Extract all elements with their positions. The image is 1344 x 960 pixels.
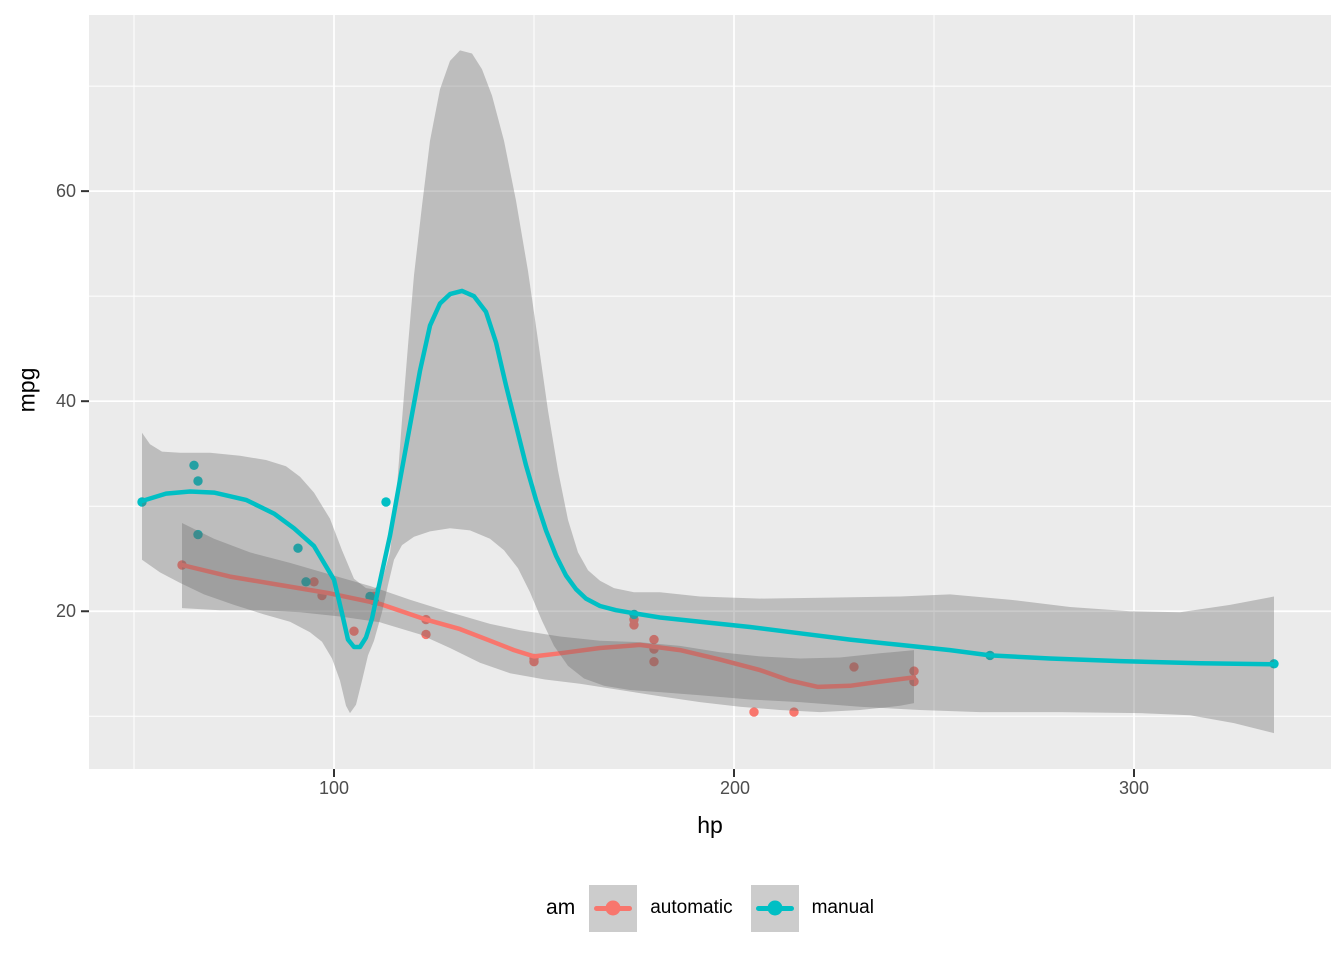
- confidence-ribbon-manual: [142, 50, 1274, 734]
- x-tick-label-200: 200: [719, 778, 751, 798]
- smooth-line-automatic: [179, 562, 917, 690]
- x-tick-label-100: 100: [318, 778, 350, 798]
- legend-point-swatch: [605, 900, 621, 916]
- data-point-manual: [193, 476, 203, 486]
- data-point-automatic: [789, 707, 799, 717]
- legend-label-manual: manual: [811, 897, 874, 918]
- legend-point-swatch: [767, 900, 783, 916]
- y-axis-title: mpg: [13, 367, 40, 413]
- x-axis-title: hp: [697, 812, 723, 838]
- legend-title: am: [546, 896, 576, 919]
- data-point-manual: [293, 543, 303, 553]
- data-point-manual: [301, 577, 311, 587]
- y-tick-label-40: 40: [55, 391, 76, 411]
- legend-item-manual: manual: [750, 884, 874, 932]
- legend-item-automatic: automatic: [589, 884, 733, 932]
- data-point-automatic: [649, 634, 659, 645]
- y-tick-label-20: 20: [55, 601, 76, 621]
- plot-panel: [89, 15, 1331, 769]
- data-point-automatic: [749, 707, 759, 717]
- data-point-automatic: [349, 626, 359, 636]
- data-point-automatic: [649, 657, 659, 667]
- data-point-automatic: [529, 657, 539, 667]
- smooth-line-manual: [139, 288, 1277, 667]
- legend-key-manual: [750, 884, 799, 932]
- data-point-automatic: [909, 666, 919, 676]
- legend-key-automatic: [589, 884, 638, 932]
- data-point-manual: [381, 497, 391, 507]
- x-tick-label-300: 300: [1118, 778, 1150, 798]
- data-point-manual: [365, 591, 375, 602]
- data-point-automatic: [309, 577, 319, 587]
- data-point-automatic: [849, 662, 859, 672]
- confidence-ribbon-automatic: [182, 523, 914, 713]
- data-point-automatic: [421, 629, 431, 640]
- legend-label-automatic: automatic: [650, 897, 733, 918]
- data-point-manual: [189, 460, 199, 470]
- legend: am automatic manual: [89, 884, 1331, 932]
- data-point-manual: [193, 529, 203, 540]
- y-tick-label-60: 60: [55, 181, 76, 201]
